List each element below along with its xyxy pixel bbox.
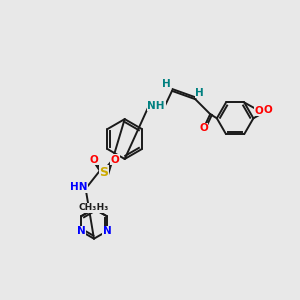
Text: CH₃: CH₃: [79, 203, 97, 212]
Text: H: H: [195, 88, 204, 98]
Text: NH: NH: [148, 101, 165, 111]
Text: N: N: [103, 226, 111, 236]
Text: N: N: [76, 226, 85, 236]
Text: O: O: [110, 155, 119, 165]
Text: HN: HN: [70, 182, 88, 192]
Text: O: O: [264, 105, 273, 115]
Text: S: S: [99, 166, 108, 179]
Text: O: O: [255, 106, 264, 116]
Text: O: O: [199, 123, 208, 133]
Text: H: H: [162, 79, 171, 89]
Text: O: O: [90, 155, 98, 165]
Text: CH₃: CH₃: [90, 203, 108, 212]
